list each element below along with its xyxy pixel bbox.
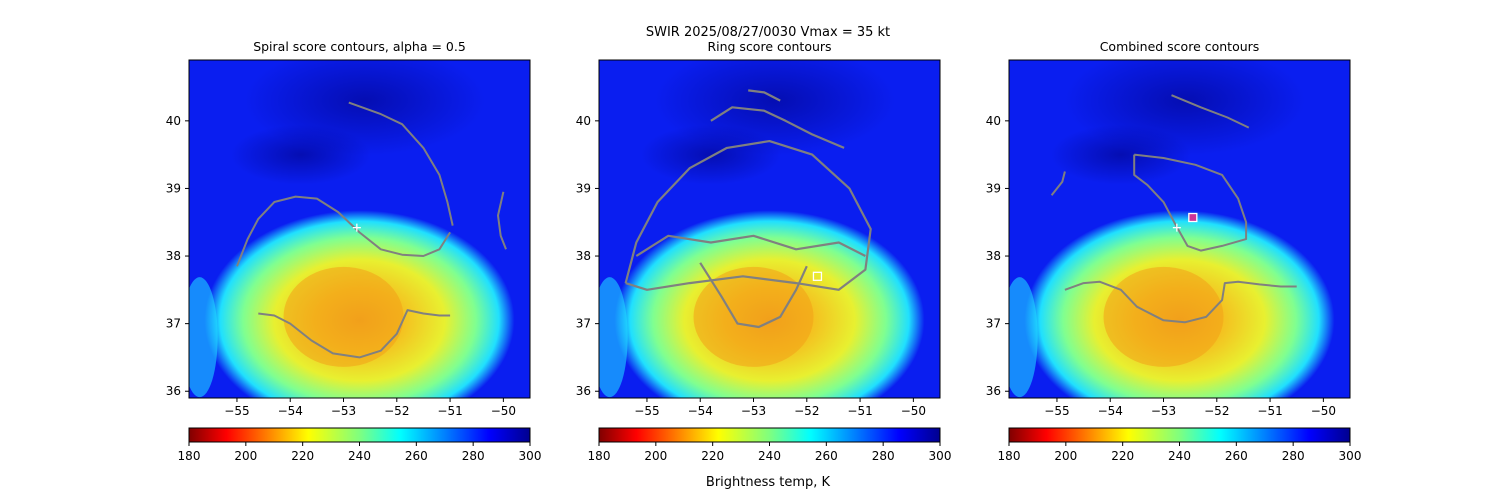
x-tick-label: −53 <box>741 404 766 418</box>
colorbar-tick-label: 240 <box>348 449 371 463</box>
score-contour <box>497 191 507 250</box>
y-tick-label: 40 <box>986 114 1001 128</box>
brightness-temp-image <box>1009 60 1350 398</box>
colorbar <box>1008 427 1351 443</box>
x-tick-label: −55 <box>224 404 249 418</box>
x-tick-label: −51 <box>847 404 872 418</box>
colorbar-tick-label: 220 <box>291 449 314 463</box>
y-tick-label: 38 <box>166 249 181 263</box>
y-tick-label: 38 <box>986 249 1001 263</box>
plot-frame <box>188 59 531 399</box>
colorbar-tick-label: 200 <box>1054 449 1077 463</box>
plot-frame <box>1008 59 1351 399</box>
colorbar-tick-label: 260 <box>1225 449 1248 463</box>
colorbar-tick-label: 260 <box>815 449 838 463</box>
score-contour <box>624 140 872 291</box>
x-tick-label: −52 <box>1204 404 1229 418</box>
colorbar-tick-label: 280 <box>462 449 485 463</box>
colorbar-tick-label: 300 <box>519 449 542 463</box>
panel-spiral-score: Spiral score contours, alpha = 0.5 −55 −54… <box>166 39 542 463</box>
panel-title: Spiral score contours, alpha = 0.5 <box>253 39 466 54</box>
y-tick-label: 40 <box>166 114 181 128</box>
center-marker <box>812 271 823 281</box>
colorbar-tick-label: 180 <box>588 449 611 463</box>
y-tick-label: 37 <box>166 317 181 331</box>
score-contour <box>1171 94 1250 129</box>
colorbar-tick-label: 220 <box>701 449 724 463</box>
score-contour <box>1050 171 1066 196</box>
score-contour <box>348 101 454 226</box>
x-tick-label: −55 <box>1044 404 1069 418</box>
score-contour <box>699 262 808 329</box>
cold-region <box>640 124 781 185</box>
cloud-core <box>1103 266 1224 367</box>
colorbar-tick-label: 280 <box>872 449 895 463</box>
y-tick-label: 38 <box>576 249 591 263</box>
brightness-temp-image <box>599 60 940 398</box>
colorbar-tick-label: 300 <box>1339 449 1362 463</box>
score-contour <box>635 234 866 257</box>
colorbar-tick-label: 300 <box>929 449 952 463</box>
score-contour <box>1133 153 1248 252</box>
colorbar-tick-label: 280 <box>1282 449 1305 463</box>
plot-frame <box>598 59 941 399</box>
center-marker <box>352 223 361 232</box>
score-contour <box>748 89 781 102</box>
panel-combined-score: Combined score contours −55 −54 −53 −52 −51 −5… <box>986 39 1362 463</box>
score-contour <box>236 195 451 267</box>
y-tick-label: 39 <box>576 181 591 195</box>
cold-region <box>230 124 371 185</box>
x-tick-label: −52 <box>384 404 409 418</box>
x-tick-label: −53 <box>1151 404 1176 418</box>
colorbar-label: Brightness temp, K <box>706 475 831 490</box>
y-tick-label: 39 <box>166 181 181 195</box>
score-contour <box>1064 280 1297 324</box>
x-tick-label: −53 <box>331 404 356 418</box>
x-tick-label: −52 <box>794 404 819 418</box>
y-tick-label: 36 <box>576 384 591 398</box>
y-tick-label: 40 <box>576 114 591 128</box>
colorbar-tick-label: 200 <box>644 449 667 463</box>
y-tick-label: 37 <box>986 317 1001 331</box>
x-tick-label: −50 <box>901 404 926 418</box>
colorbar-tick-label: 180 <box>178 449 201 463</box>
center-marker <box>1172 223 1181 232</box>
colorbar <box>188 427 531 443</box>
brightness-temp-image <box>189 60 530 398</box>
y-tick-label: 37 <box>576 317 591 331</box>
colorbar-tick-label: 240 <box>1168 449 1191 463</box>
colorbar-tick-label: 260 <box>405 449 428 463</box>
panel-title: Ring score contours <box>707 39 831 54</box>
suptitle: SWIR 2025/08/27/0030 Vmax = 35 kt <box>646 25 890 40</box>
panel-ring-score: Ring score contours −55 −54 −53 −52 −51 −50 36 3… <box>576 39 952 463</box>
colorbar <box>598 427 941 443</box>
colorbar-tick-label: 180 <box>998 449 1021 463</box>
x-tick-label: −51 <box>1257 404 1282 418</box>
cloud-core <box>283 266 404 367</box>
colorbar-tick-label: 200 <box>234 449 257 463</box>
cloud-core <box>693 266 814 367</box>
y-tick-label: 36 <box>166 384 181 398</box>
x-tick-label: −54 <box>278 404 303 418</box>
y-tick-label: 39 <box>986 181 1001 195</box>
secondary-marker <box>1188 212 1198 223</box>
y-tick-label: 36 <box>986 384 1001 398</box>
cold-region <box>1050 124 1191 185</box>
colorbar-tick-label: 240 <box>758 449 781 463</box>
score-contour <box>710 106 845 149</box>
x-tick-label: −51 <box>437 404 462 418</box>
panel-title: Combined score contours <box>1100 39 1260 54</box>
x-tick-label: −54 <box>1098 404 1123 418</box>
x-tick-label: −54 <box>688 404 713 418</box>
x-tick-label: −50 <box>1311 404 1336 418</box>
colorbar-tick-label: 220 <box>1111 449 1134 463</box>
x-tick-label: −55 <box>634 404 659 418</box>
score-contour <box>258 309 451 359</box>
x-tick-label: −50 <box>491 404 516 418</box>
